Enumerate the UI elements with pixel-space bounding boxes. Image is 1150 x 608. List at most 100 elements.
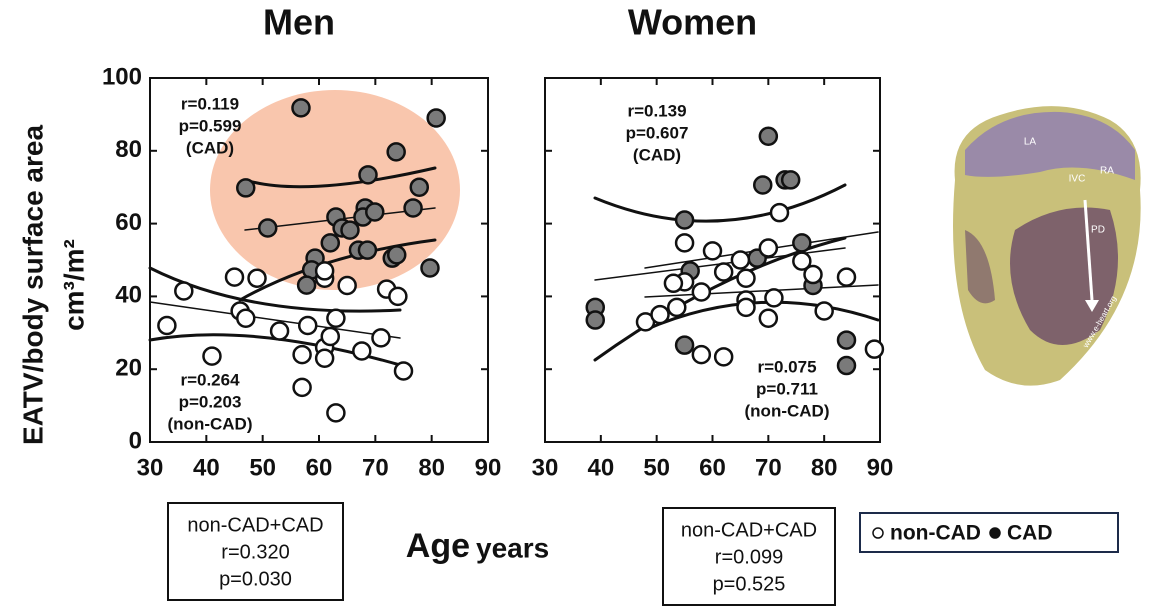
scatter-point <box>760 128 777 145</box>
heart-label: LA <box>1024 137 1037 148</box>
scatter-point <box>676 234 693 251</box>
summary-text: r=0.320 <box>221 541 289 563</box>
x-tick-label: 70 <box>362 454 389 481</box>
stat-annotation: r=0.119 <box>181 94 239 113</box>
scatter-point <box>388 143 405 160</box>
stat-annotation: r=0.075 <box>757 357 816 376</box>
scatter-point <box>738 299 755 316</box>
scatter-point <box>693 284 710 301</box>
scatter-point <box>226 269 243 286</box>
scatter-point <box>676 211 693 228</box>
scatter-point <box>341 222 358 239</box>
scatter-point <box>738 270 755 287</box>
x-tick-label: 70 <box>755 454 782 481</box>
heart-image <box>934 95 1148 395</box>
scatter-point <box>322 328 339 345</box>
summary-text: non-CAD+CAD <box>187 514 323 536</box>
x-tick-label: 80 <box>811 454 838 481</box>
y-tick-label: 0 <box>129 427 142 454</box>
panel-title: Men <box>263 2 335 43</box>
scatter-point <box>405 199 422 216</box>
scatter-point <box>353 343 370 360</box>
stat-annotation: r=0.264 <box>180 370 240 389</box>
scatter-point <box>411 179 428 196</box>
scatter-point <box>715 264 732 281</box>
scatter-point <box>587 312 604 329</box>
heart-label: PD <box>1091 225 1105 236</box>
scatter-point <box>838 357 855 374</box>
x-tick-label: 80 <box>418 454 445 481</box>
scatter-point <box>322 234 339 251</box>
scatter-point <box>298 277 315 294</box>
y-tick-label: 80 <box>115 136 142 163</box>
scatter-point <box>203 348 220 365</box>
scatter-point <box>665 275 682 292</box>
scatter-point <box>327 404 344 421</box>
stat-annotation: r=0.139 <box>627 101 686 120</box>
y-tick-label: 20 <box>115 355 142 382</box>
summary-text: p=0.525 <box>713 573 786 595</box>
scatter-point <box>805 266 822 283</box>
scatter-point <box>389 288 406 305</box>
stat-annotation: p=0.203 <box>179 392 242 411</box>
scatter-point <box>360 166 377 183</box>
x-axis-unit: years <box>476 532 549 563</box>
y-axis-unit: cm³/m² <box>58 239 89 331</box>
scatter-point <box>249 270 266 287</box>
scatter-point <box>704 242 721 259</box>
scatter-point <box>327 310 344 327</box>
scatter-point <box>652 306 669 323</box>
x-tick-label: 30 <box>532 454 559 481</box>
scatter-point <box>395 363 412 380</box>
summary-text: non-CAD+CAD <box>681 519 817 541</box>
scatter-point <box>359 242 376 259</box>
y-tick-label: 40 <box>115 282 142 309</box>
scatter-point <box>765 289 782 306</box>
x-tick-label: 50 <box>643 454 670 481</box>
heart-label: RA <box>1100 166 1114 177</box>
scatter-point <box>793 234 810 251</box>
figure: EATV/body surface area cm³/m² Age years … <box>0 0 1150 608</box>
y-tick-label: 60 <box>115 209 142 236</box>
scatter-point <box>838 332 855 349</box>
summary-text: r=0.099 <box>715 546 783 568</box>
legend-label: non-CAD <box>890 522 981 545</box>
scatter-point <box>271 322 288 339</box>
scatter-point <box>816 302 833 319</box>
x-tick-label: 90 <box>475 454 502 481</box>
stat-annotation: (CAD) <box>186 138 234 157</box>
x-tick-label: 60 <box>699 454 726 481</box>
stat-annotation: (CAD) <box>633 145 681 164</box>
scatter-point <box>259 219 276 236</box>
stat-annotation: (non-CAD) <box>168 414 253 433</box>
scatter-point <box>668 299 685 316</box>
x-tick-label: 50 <box>249 454 276 481</box>
x-tick-label: 90 <box>867 454 894 481</box>
scatter-point <box>299 317 316 334</box>
stat-annotation: p=0.599 <box>179 116 242 135</box>
scatter-point <box>760 239 777 256</box>
scatter-point <box>421 260 438 277</box>
scatter-point <box>866 341 883 358</box>
legend-marker <box>990 528 1000 538</box>
scatter-point <box>693 346 710 363</box>
scatter-point <box>782 171 799 188</box>
y-axis-label: EATV/body surface area <box>17 125 48 445</box>
stat-annotation: p=0.711 <box>756 379 818 398</box>
x-tick-label: 60 <box>306 454 333 481</box>
scatter-point <box>294 379 311 396</box>
scatter-point <box>372 329 389 346</box>
scatter-point <box>754 177 771 194</box>
scatter-point <box>316 350 333 367</box>
scatter-point <box>339 277 356 294</box>
legend-marker <box>873 528 883 538</box>
scatter-point <box>292 99 309 116</box>
x-tick-label: 40 <box>587 454 614 481</box>
scatter-point <box>175 282 192 299</box>
scatter-point <box>732 252 749 269</box>
scatter-point <box>771 204 788 221</box>
x-tick-label: 30 <box>137 454 164 481</box>
y-tick-label: 100 <box>102 63 142 90</box>
scatter-point <box>237 179 254 196</box>
scatter-point <box>316 262 333 279</box>
